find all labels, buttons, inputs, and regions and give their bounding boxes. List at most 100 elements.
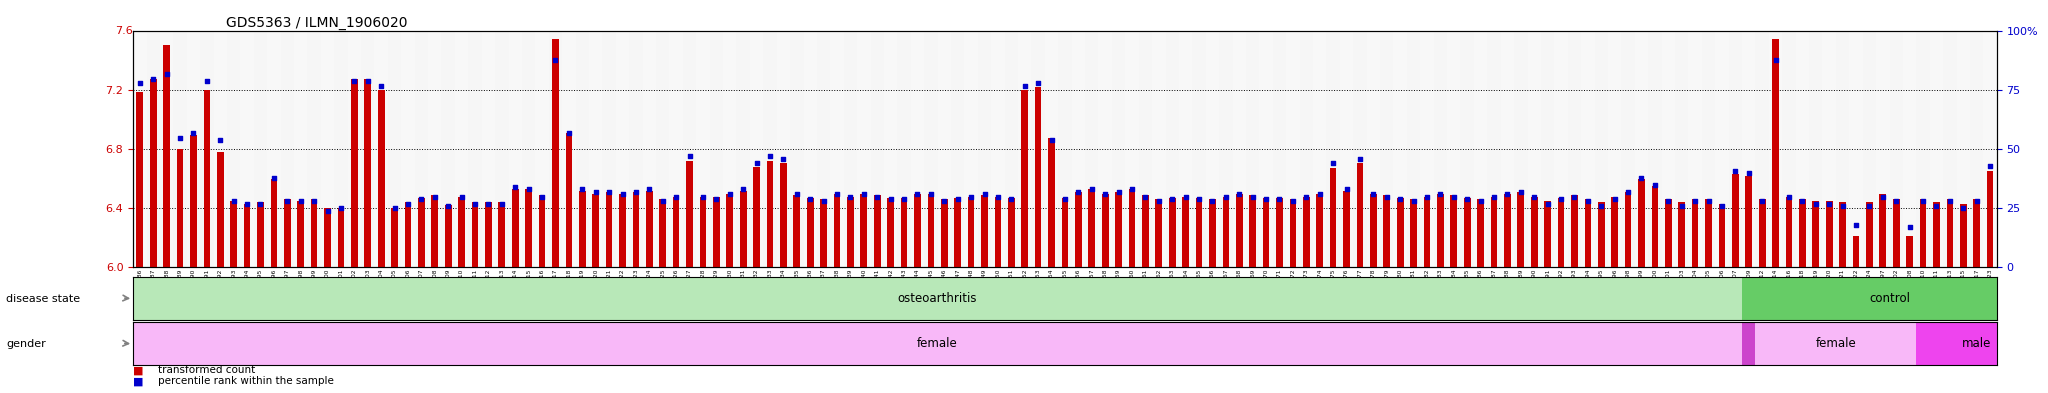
Bar xyxy=(913,194,922,267)
Bar xyxy=(1839,202,1845,267)
Bar xyxy=(1759,200,1765,267)
Bar xyxy=(1411,200,1417,267)
Bar xyxy=(1808,31,1823,267)
Bar xyxy=(471,202,479,267)
Bar xyxy=(1688,31,1702,267)
Point xyxy=(700,196,733,202)
Bar xyxy=(737,31,750,267)
Point xyxy=(713,191,745,197)
Point xyxy=(512,186,545,193)
Bar xyxy=(459,196,465,267)
Bar xyxy=(1755,322,1917,365)
Bar xyxy=(1956,31,1970,267)
Point xyxy=(1812,200,1845,207)
Bar xyxy=(1970,31,1982,267)
Point xyxy=(418,193,451,200)
Point xyxy=(205,137,238,143)
Bar xyxy=(1032,31,1044,267)
Point xyxy=(164,134,197,141)
Point xyxy=(1827,203,1860,209)
Bar xyxy=(1665,200,1671,267)
Bar xyxy=(1223,196,1229,267)
Bar xyxy=(229,201,238,267)
Bar xyxy=(133,322,1743,365)
Point xyxy=(1155,196,1188,202)
Bar xyxy=(739,191,748,267)
Bar xyxy=(575,31,590,267)
Bar xyxy=(270,179,276,267)
Bar xyxy=(1382,195,1391,267)
Bar xyxy=(334,31,348,267)
Point xyxy=(1532,200,1565,207)
Bar xyxy=(1532,196,1538,267)
Bar xyxy=(1675,31,1688,267)
Point xyxy=(606,191,639,197)
Bar xyxy=(1370,194,1376,267)
Bar xyxy=(522,31,535,267)
Bar xyxy=(1169,198,1176,267)
Bar xyxy=(969,196,975,267)
Bar xyxy=(1102,194,1108,267)
Point xyxy=(1880,198,1913,204)
Point xyxy=(1264,196,1296,202)
Point xyxy=(471,200,504,207)
Bar xyxy=(834,194,840,267)
Bar xyxy=(1929,31,1944,267)
Bar xyxy=(365,79,371,267)
Point xyxy=(1022,80,1055,86)
Bar xyxy=(1702,31,1716,267)
Point xyxy=(500,184,532,190)
Point xyxy=(1733,170,1765,176)
Bar xyxy=(606,192,612,267)
Bar xyxy=(1917,322,2038,365)
Bar xyxy=(1460,31,1475,267)
Point xyxy=(1759,57,1792,63)
Point xyxy=(1249,196,1282,202)
Point xyxy=(324,205,356,211)
Bar xyxy=(1540,31,1554,267)
Bar xyxy=(1518,192,1524,267)
Bar xyxy=(1128,189,1135,267)
Bar xyxy=(1448,31,1460,267)
Point xyxy=(285,198,317,204)
Point xyxy=(592,189,625,195)
Bar xyxy=(618,194,627,267)
Text: female: female xyxy=(918,337,958,351)
Bar xyxy=(1622,31,1634,267)
Bar xyxy=(1661,31,1675,267)
Bar xyxy=(1071,31,1085,267)
Point xyxy=(190,78,223,84)
Bar xyxy=(406,202,412,267)
Point xyxy=(1143,198,1176,204)
Point xyxy=(1974,163,2007,169)
Bar xyxy=(1300,31,1313,267)
Point xyxy=(647,198,680,204)
Bar xyxy=(981,195,987,267)
Bar xyxy=(1835,31,1849,267)
Point xyxy=(1169,193,1202,200)
Bar xyxy=(469,31,481,267)
Point xyxy=(1960,198,1993,204)
Bar xyxy=(829,31,844,267)
Bar xyxy=(1143,195,1149,267)
Bar xyxy=(1890,31,1903,267)
Bar xyxy=(1329,169,1337,267)
Bar xyxy=(580,191,586,267)
Bar xyxy=(1944,31,1956,267)
Point xyxy=(1692,198,1724,204)
Point xyxy=(1612,189,1645,195)
Bar xyxy=(965,31,977,267)
Bar xyxy=(1464,198,1470,267)
Bar xyxy=(1397,198,1403,267)
Bar xyxy=(1782,31,1796,267)
Bar xyxy=(1018,31,1032,267)
Point xyxy=(1892,224,1925,230)
Bar xyxy=(780,163,786,267)
Bar xyxy=(1085,31,1098,267)
Bar xyxy=(311,200,317,267)
Bar xyxy=(360,31,375,267)
Bar xyxy=(911,31,924,267)
Bar xyxy=(1946,200,1954,267)
Bar xyxy=(1075,192,1081,267)
Bar xyxy=(1153,31,1165,267)
